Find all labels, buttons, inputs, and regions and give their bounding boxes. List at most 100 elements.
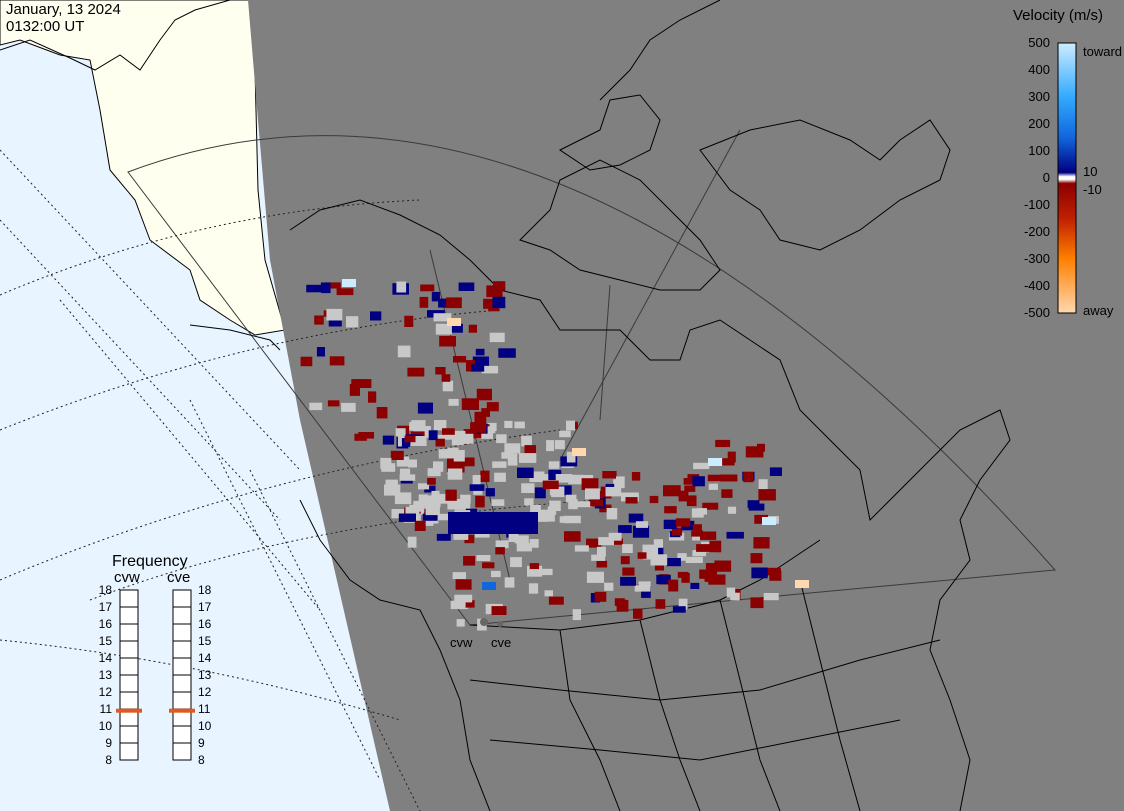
scatter-cell: [491, 499, 505, 506]
scatter-cell: [447, 499, 462, 510]
scatter-cell: [769, 467, 782, 476]
scatter-cell: [548, 469, 562, 481]
frequency-title: Frequency: [112, 553, 188, 570]
scatter-cell: [316, 347, 325, 357]
scatter-cell: [549, 500, 561, 511]
scatter-cell: [491, 606, 507, 615]
scatter-cell: [656, 574, 671, 585]
scatter-cell: [514, 421, 525, 429]
scatter-cell: [498, 348, 516, 358]
scatter-cell: [585, 488, 600, 500]
scatter-cell: [480, 470, 490, 482]
scatter-cell: [496, 434, 507, 444]
scatter-cell: [475, 495, 485, 508]
colorbar-tick-label: -200: [1024, 224, 1050, 239]
scatter-cell: [346, 316, 359, 328]
scatter-cell: [606, 508, 618, 520]
colorbar-tick-label: -100: [1024, 197, 1050, 212]
colorbar-tick-label: -400: [1024, 278, 1050, 293]
scatter-cell: [642, 544, 659, 555]
scatter-cell: [470, 422, 487, 433]
scatter-cell: [628, 513, 644, 523]
colorbar-tick-label: 300: [1028, 89, 1050, 104]
scatter-cell: [422, 513, 438, 521]
scatter-cell: [631, 472, 641, 481]
scatter-cell: [454, 594, 473, 603]
scatter-cell: [622, 544, 633, 553]
scatter-cell: [566, 420, 575, 431]
scatter-cell: [641, 586, 651, 598]
scatter-cell: [747, 500, 760, 508]
scatter-cell: [598, 537, 614, 546]
scatter-cell: [534, 487, 546, 499]
scatter-cell: [684, 485, 696, 492]
scatter-cell: [464, 534, 475, 544]
scatter-cell: [530, 504, 541, 515]
scatter-cell: [327, 400, 340, 407]
scatter-cell: [555, 474, 573, 483]
frequency-scale-label: 8: [105, 753, 112, 767]
scatter-cell: [455, 579, 472, 590]
colorbar-tick-label: 400: [1028, 62, 1050, 77]
scatter-cell: [726, 587, 736, 598]
colorbar-tick-label: -300: [1024, 251, 1050, 266]
scatter-cell: [485, 488, 495, 497]
scatter-cell: [708, 483, 718, 490]
scatter-cell: [704, 575, 720, 582]
scatter-cell: [407, 536, 417, 548]
scatter-cell: [596, 560, 608, 568]
scatter-cell: [622, 567, 635, 576]
scatter-cell: [564, 531, 581, 542]
scatter-cell: [686, 495, 697, 507]
scatter-cell: [635, 521, 649, 528]
scatter-cell: [454, 600, 466, 607]
scatter-cell: [529, 471, 545, 483]
radar-sites: cvw cve: [450, 618, 511, 650]
scatter-cell: [472, 475, 481, 485]
scatter-cell: [510, 557, 522, 568]
colorbar-tick-label: 200: [1028, 116, 1050, 131]
time-label: 0132:00 UT: [6, 18, 85, 35]
scatter-cell: [632, 525, 650, 538]
scatter-cell: [465, 600, 475, 608]
scatter-cell: [482, 582, 496, 590]
scatter-cell: [581, 478, 599, 490]
frequency-scale-label: 10: [99, 719, 113, 733]
scatter-cell: [625, 497, 638, 504]
scatter-cell: [524, 498, 534, 506]
scatter-cell: [616, 476, 625, 489]
colorbar-tick-label: 10: [1083, 164, 1097, 179]
frequency-scale-label: 16: [99, 617, 113, 631]
scatter-cell: [354, 433, 367, 441]
radar-site-label-cvw: cvw: [450, 635, 473, 650]
scatter-cell: [753, 537, 770, 549]
scatter-cell: [750, 597, 764, 609]
scatter-cell: [476, 555, 491, 561]
scatter-cell: [435, 438, 445, 447]
frequency-scale-label: 11: [198, 702, 211, 716]
scatter-cell: [410, 436, 427, 446]
radar-site-cvw: [480, 618, 488, 626]
scatter-cell: [566, 451, 576, 463]
scatter-cell: [407, 459, 417, 468]
scatter-cell: [491, 570, 501, 578]
scatter-cell: [431, 490, 440, 499]
scatter-cell: [320, 282, 331, 294]
scatter-cell: [380, 457, 392, 469]
scatter-cell: [453, 450, 465, 462]
scatter-cell: [654, 562, 664, 571]
scatter-cell: [663, 485, 681, 497]
scatter-cell: [454, 502, 471, 510]
scatter-cell: [677, 553, 687, 561]
scatter-cell: [527, 565, 543, 577]
scatter-cell: [602, 471, 617, 479]
scatter-cell: [471, 364, 485, 372]
scatter-cell: [612, 538, 623, 545]
scatter-cell: [692, 550, 707, 557]
frequency-scale-label: 12: [198, 685, 212, 699]
scatter-cell: [427, 468, 441, 477]
daylight-land: [0, 0, 286, 336]
scatter-cell: [404, 315, 414, 327]
scatter-cell: [521, 483, 535, 493]
frequency-scale-label: 17: [99, 600, 113, 614]
